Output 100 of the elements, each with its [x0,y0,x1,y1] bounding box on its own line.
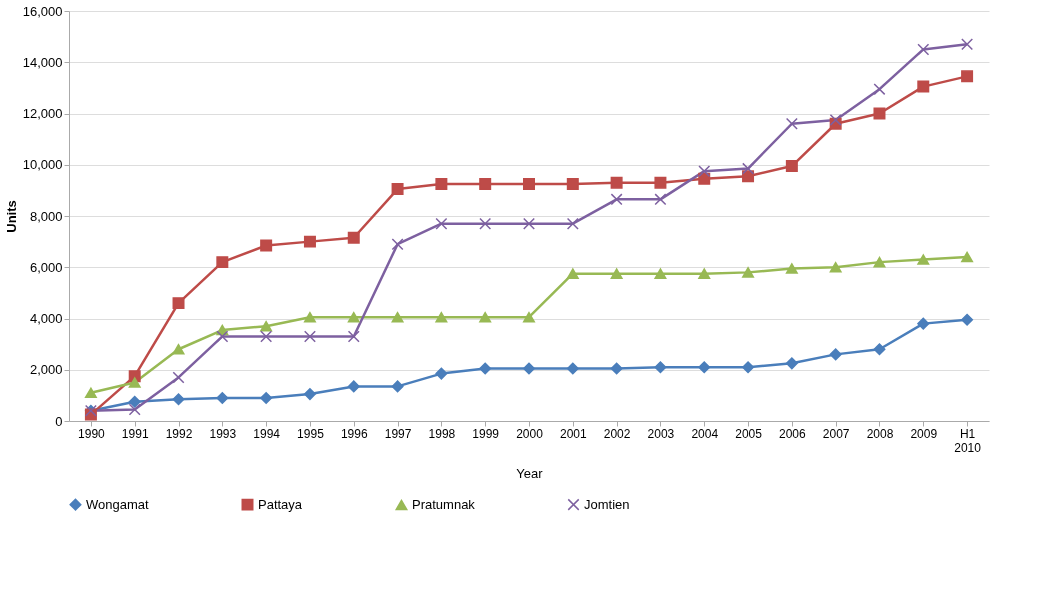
point [610,268,623,279]
x-tick-label: 2009 [910,426,938,441]
point [654,361,667,374]
point [479,177,492,190]
point [566,362,579,375]
x-tick-label: 1994 [253,426,281,441]
point [260,391,273,404]
point [961,70,974,83]
point [347,231,360,244]
x-tick-label: 1990 [78,426,106,441]
x-tick-label: 1998 [428,426,456,441]
point [347,380,360,393]
x-tick-label: 1999 [472,426,500,441]
legend-label: Wongamat [86,496,150,512]
point [128,403,141,416]
point [172,343,185,355]
point [523,177,535,190]
x-tick-label: 2003 [647,426,675,441]
point [523,362,535,375]
point [435,367,448,380]
y-tick-label: 2,000 [29,362,63,378]
point [523,217,535,230]
point [347,330,360,343]
point [873,343,886,356]
y-tick-label: 6,000 [29,259,63,275]
point [172,297,185,310]
point [479,311,492,323]
x-tick-label: 1997 [384,426,412,441]
point [216,330,229,343]
point [829,113,842,126]
x-tick-label: 2006 [779,426,807,441]
x-tick-label: 2004 [691,426,719,441]
point [260,330,273,343]
point [566,217,579,230]
y-tick-label: 16,000 [22,3,63,19]
x-tick-label: 1993 [209,426,237,441]
point [961,313,974,326]
point [435,217,448,230]
x-tick-label: 2008 [866,426,894,441]
point [698,361,711,374]
point [610,176,623,189]
point [917,254,930,265]
point [829,348,842,361]
point [698,165,711,178]
point [785,117,798,130]
x-tick-label: 2001 [559,426,587,441]
point [829,261,842,273]
point [172,371,185,384]
point [84,387,97,399]
point [610,193,623,206]
y-tick-label: 0 [55,413,63,429]
point [610,362,623,375]
point [303,388,316,401]
point [873,107,886,120]
point [479,362,492,375]
point [435,177,448,190]
point [435,311,448,323]
point [961,251,974,263]
y-tick-label: 12,000 [22,106,63,121]
point [742,267,755,278]
y-tick-label: 10,000 [22,157,63,173]
x-tick-label: 1991 [121,426,149,441]
x-tick-label: 1996 [340,426,368,441]
point [260,320,273,332]
y-tick-label: 8,000 [29,208,63,224]
point [785,357,798,370]
point [566,268,579,279]
point [303,311,316,323]
legend-label: Pratumnak [412,496,476,512]
point [742,361,755,374]
x-tick-label: 2007 [822,426,850,441]
point [391,238,404,251]
point [917,317,930,330]
point [961,38,974,51]
point [172,393,185,406]
point [391,380,404,393]
point [479,217,492,230]
point [917,80,930,93]
point [917,43,930,56]
x-tick-label: 1995 [297,426,325,441]
point [128,395,141,408]
point [303,235,316,248]
point [873,256,886,268]
point [523,311,535,323]
point [303,330,316,343]
x-tick-label: 2000 [516,426,544,441]
point [654,268,667,279]
point [873,83,886,96]
point [785,263,798,274]
x-tick-label: 2005 [735,426,763,441]
legend-label: Pattaya [258,496,303,512]
point [566,177,579,190]
point [128,377,141,388]
x-axis-title: Year [516,465,544,481]
point [698,268,711,279]
legend-label: Jomtien [584,496,630,512]
point [260,239,273,252]
x-tick-label: 1992 [165,426,193,441]
point [742,162,755,175]
point [785,160,798,173]
